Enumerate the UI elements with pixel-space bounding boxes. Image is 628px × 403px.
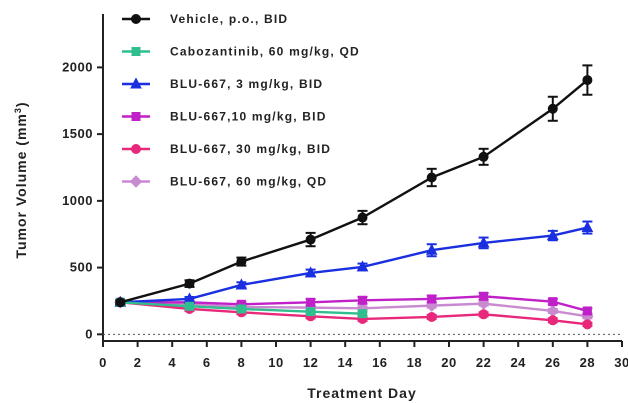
data-point: [546, 228, 559, 241]
x-tick-label: 20: [441, 355, 456, 370]
data-point: [477, 297, 490, 310]
data-point: [547, 315, 558, 326]
legend-swatch-marker: [130, 77, 142, 89]
y-tick-label: 2000: [62, 59, 93, 74]
legend-item: Vehicle, p.o., BID: [122, 12, 288, 26]
y-tick-label: 0: [85, 326, 93, 341]
data-point: [426, 311, 437, 322]
x-axis-label: Treatment Day: [307, 385, 416, 401]
x-tick-label: 4: [168, 355, 176, 370]
x-tick-label: 8: [238, 355, 246, 370]
legend-item: Cabozantinib, 60 mg/kg, QD: [122, 45, 360, 59]
x-tick-label: 10: [268, 355, 283, 370]
y-axis-ticks: 0 500 1000 1500 2000: [62, 59, 103, 341]
y-tick-label: 500: [70, 260, 93, 275]
data-point: [548, 297, 558, 307]
data-point: [426, 172, 437, 183]
data-point: [184, 278, 195, 289]
legend-item: BLU-667, 60 mg/kg, QD: [122, 175, 327, 189]
data-point: [115, 297, 126, 308]
legend-swatch-marker: [131, 47, 141, 56]
legend-item: BLU-667,10 mg/kg, BID: [122, 110, 327, 124]
data-point: [185, 301, 194, 311]
data-point: [478, 309, 489, 320]
data-point: [427, 294, 437, 304]
data-point: [305, 234, 316, 245]
legend-swatch-marker: [131, 112, 141, 121]
series-line: [120, 226, 588, 304]
data-point: [356, 260, 369, 272]
data-point: [582, 75, 593, 86]
y-tick-label: 1000: [62, 193, 93, 208]
legend-item: BLU-667, 3 mg/kg, BID: [122, 77, 323, 91]
x-tick-label: 16: [372, 355, 387, 370]
x-tick-label: 2: [134, 355, 142, 370]
x-tick-label: 22: [476, 355, 491, 370]
x-tick-label: 14: [337, 355, 353, 370]
legend: Vehicle, p.o., BID Cabozantinib, 60 mg/kg…: [122, 12, 360, 189]
data-point: [236, 256, 247, 267]
legend-label: BLU-667, 30 mg/kg, BID: [170, 142, 331, 156]
data-point: [306, 307, 316, 317]
x-tick-label: 18: [407, 355, 422, 370]
data-point: [358, 295, 367, 305]
legend-label: Vehicle, p.o., BID: [170, 12, 288, 26]
x-tick-label: 12: [303, 355, 318, 370]
data-point: [547, 103, 558, 114]
x-tick-label: 30: [614, 355, 628, 370]
data-point: [306, 297, 316, 307]
x-tick-label: 28: [580, 355, 595, 370]
data-point: [358, 309, 367, 319]
series-1: [115, 64, 593, 308]
data-point: [425, 243, 438, 255]
data-point: [236, 304, 246, 314]
data-point: [478, 151, 489, 162]
data-point: [581, 220, 594, 233]
legend-label: BLU-667, 3 mg/kg, BID: [170, 77, 323, 91]
x-tick-label: 0: [99, 355, 107, 370]
legend-swatch-marker: [129, 175, 143, 188]
data-point: [546, 304, 560, 318]
data-point: [582, 319, 593, 330]
y-tick-label: 1500: [62, 126, 93, 141]
legend-swatch-marker: [131, 144, 141, 154]
legend-swatch-marker: [131, 14, 141, 24]
data-point: [304, 266, 317, 278]
series-3: [114, 220, 594, 307]
legend-label: BLU-667, 60 mg/kg, QD: [170, 175, 327, 189]
x-tick-label: 6: [203, 355, 211, 370]
x-axis-ticks: 0 2 4 6 8 10 12 14 16 18 20 22 24 26 28 30: [99, 341, 628, 370]
x-tick-label: 26: [545, 355, 560, 370]
data-point: [357, 212, 368, 223]
legend-item: BLU-667, 30 mg/kg, BID: [122, 142, 331, 156]
data-point: [479, 291, 489, 301]
x-tick-label: 24: [510, 355, 526, 370]
series-layer: [114, 64, 594, 330]
y-axis-label: Tumor Volume (mm3): [13, 101, 29, 258]
data-point: [477, 236, 490, 248]
legend-label: BLU-667,10 mg/kg, BID: [170, 110, 327, 124]
data-point: [582, 306, 592, 316]
legend-label: Cabozantinib, 60 mg/kg, QD: [170, 45, 360, 59]
data-point: [235, 278, 248, 290]
